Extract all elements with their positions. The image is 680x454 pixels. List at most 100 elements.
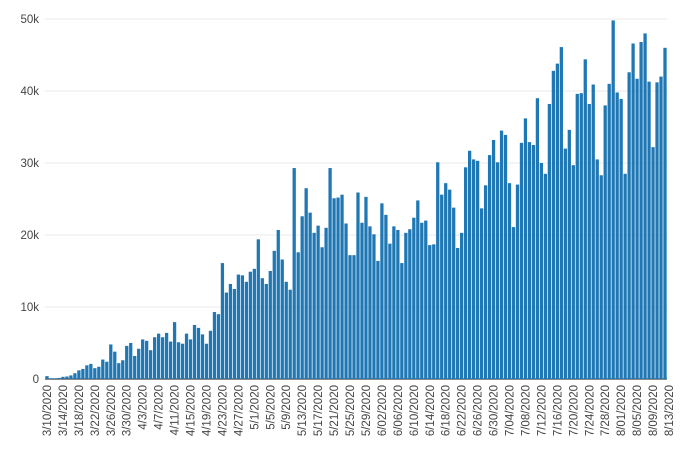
bar[interactable] bbox=[224, 292, 229, 379]
bar[interactable] bbox=[240, 275, 244, 379]
bar[interactable] bbox=[495, 162, 500, 379]
bar[interactable] bbox=[384, 214, 388, 379]
bar[interactable] bbox=[483, 185, 488, 379]
bar[interactable] bbox=[188, 339, 193, 379]
bar[interactable] bbox=[280, 259, 284, 379]
bar[interactable] bbox=[356, 192, 360, 379]
bar[interactable] bbox=[499, 130, 504, 379]
bar[interactable] bbox=[563, 148, 567, 379]
bar[interactable] bbox=[45, 376, 49, 379]
bar[interactable] bbox=[133, 355, 137, 379]
bar[interactable] bbox=[655, 82, 659, 380]
bar[interactable] bbox=[527, 142, 532, 379]
bar[interactable] bbox=[444, 183, 448, 379]
bar[interactable] bbox=[53, 378, 57, 379]
bar[interactable] bbox=[360, 222, 364, 379]
bar[interactable] bbox=[416, 200, 420, 379]
bar[interactable] bbox=[519, 142, 524, 379]
bar[interactable] bbox=[551, 70, 555, 379]
bar[interactable] bbox=[420, 222, 424, 379]
bar[interactable] bbox=[388, 243, 392, 379]
bar[interactable] bbox=[627, 72, 631, 379]
bar[interactable] bbox=[372, 234, 376, 379]
bar[interactable] bbox=[428, 245, 432, 379]
bar[interactable] bbox=[192, 325, 197, 379]
bar[interactable] bbox=[220, 263, 225, 379]
bar[interactable] bbox=[336, 197, 340, 379]
bar[interactable] bbox=[396, 229, 400, 379]
bar[interactable] bbox=[168, 341, 173, 379]
bar[interactable] bbox=[400, 263, 404, 379]
bar[interactable] bbox=[487, 155, 492, 379]
bar[interactable] bbox=[145, 340, 149, 379]
bar[interactable] bbox=[73, 373, 77, 379]
bar[interactable] bbox=[216, 314, 221, 379]
bar[interactable] bbox=[543, 173, 548, 379]
bar[interactable] bbox=[368, 226, 372, 379]
bar[interactable] bbox=[89, 363, 93, 379]
bar[interactable] bbox=[440, 194, 444, 379]
bar[interactable] bbox=[643, 33, 647, 380]
bar[interactable] bbox=[579, 93, 583, 379]
bar[interactable] bbox=[587, 103, 591, 380]
bar[interactable] bbox=[631, 43, 635, 379]
bar[interactable] bbox=[109, 344, 113, 379]
bar[interactable] bbox=[292, 168, 296, 379]
bar[interactable] bbox=[464, 167, 468, 379]
bar[interactable] bbox=[507, 183, 512, 379]
bar[interactable] bbox=[344, 223, 348, 379]
bar[interactable] bbox=[65, 376, 69, 379]
bar[interactable] bbox=[296, 252, 300, 379]
bar[interactable] bbox=[208, 330, 213, 379]
bar[interactable] bbox=[460, 232, 464, 379]
bar[interactable] bbox=[252, 268, 256, 379]
bar[interactable] bbox=[324, 227, 328, 379]
bar[interactable] bbox=[212, 312, 217, 379]
bar[interactable] bbox=[268, 271, 272, 379]
bar[interactable] bbox=[105, 361, 109, 379]
bar[interactable] bbox=[256, 239, 260, 379]
bar[interactable] bbox=[200, 334, 205, 379]
bar[interactable] bbox=[184, 333, 189, 379]
bar[interactable] bbox=[404, 232, 408, 379]
bar[interactable] bbox=[264, 283, 268, 379]
bar[interactable] bbox=[284, 281, 288, 379]
bar[interactable] bbox=[348, 255, 352, 379]
bar[interactable] bbox=[125, 345, 129, 379]
bar[interactable] bbox=[352, 255, 356, 379]
bar[interactable] bbox=[412, 217, 416, 379]
bar[interactable] bbox=[607, 83, 611, 380]
bar[interactable] bbox=[308, 212, 312, 379]
bar[interactable] bbox=[57, 377, 61, 379]
bar[interactable] bbox=[129, 343, 133, 379]
bar[interactable] bbox=[141, 339, 145, 379]
bar[interactable] bbox=[491, 139, 496, 379]
bar[interactable] bbox=[364, 196, 368, 379]
bar[interactable] bbox=[153, 337, 157, 379]
bar[interactable] bbox=[316, 225, 320, 379]
bar[interactable] bbox=[456, 247, 460, 379]
bar[interactable] bbox=[312, 232, 316, 379]
bar[interactable] bbox=[424, 220, 428, 379]
bar[interactable] bbox=[392, 226, 396, 379]
bar[interactable] bbox=[547, 103, 552, 380]
bar[interactable] bbox=[475, 160, 480, 379]
bar[interactable] bbox=[376, 260, 380, 379]
bar[interactable] bbox=[611, 20, 615, 379]
bar[interactable] bbox=[515, 184, 520, 379]
bar[interactable] bbox=[479, 208, 484, 379]
bar[interactable] bbox=[204, 343, 209, 379]
bar[interactable] bbox=[113, 351, 117, 379]
bar[interactable] bbox=[149, 350, 153, 379]
bar[interactable] bbox=[591, 84, 595, 380]
bar[interactable] bbox=[583, 59, 587, 379]
bar[interactable] bbox=[93, 368, 97, 379]
bar[interactable] bbox=[555, 63, 559, 379]
bar[interactable] bbox=[121, 360, 125, 379]
bar[interactable] bbox=[523, 118, 528, 380]
bar[interactable] bbox=[539, 163, 544, 379]
bar[interactable] bbox=[468, 150, 472, 379]
bar[interactable] bbox=[595, 159, 599, 379]
bar[interactable] bbox=[77, 370, 81, 379]
bar[interactable] bbox=[328, 168, 332, 379]
